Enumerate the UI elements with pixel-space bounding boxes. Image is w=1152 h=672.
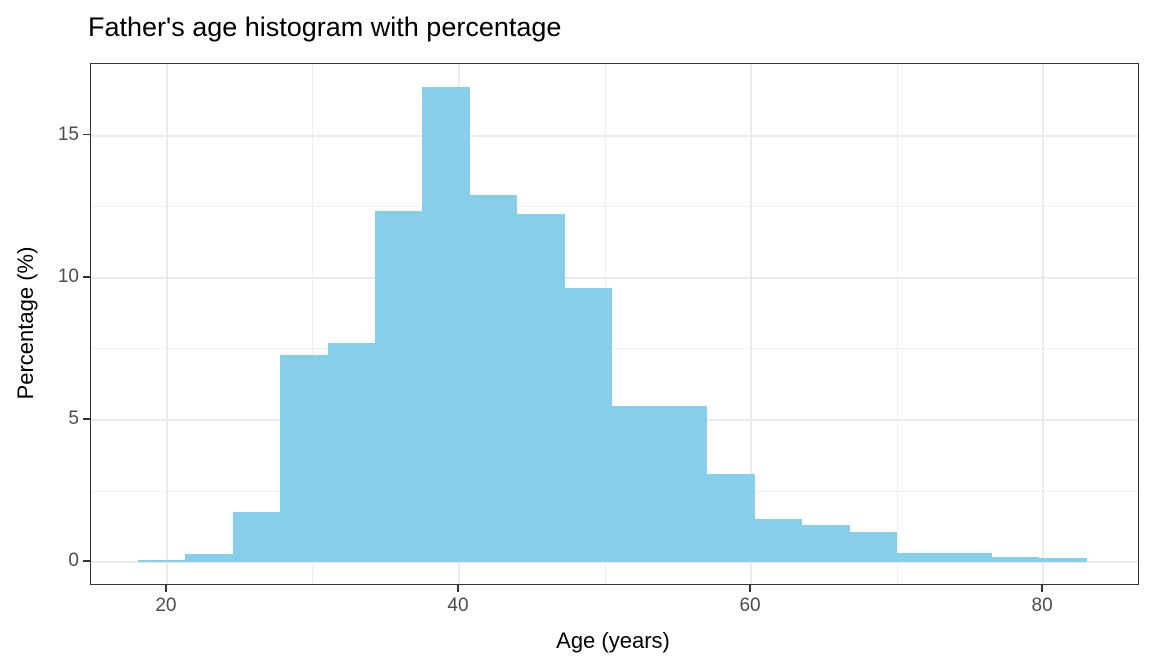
x-major-gridline <box>165 64 168 584</box>
histogram-bar <box>564 287 613 563</box>
histogram-bar <box>1039 557 1087 563</box>
x-minor-gridline <box>896 64 898 584</box>
histogram-bar <box>185 554 233 563</box>
histogram-bar <box>327 343 375 563</box>
chart-title: Father's age histogram with percentage <box>88 12 562 42</box>
histogram-bar <box>469 195 518 563</box>
histogram-bar <box>707 473 755 563</box>
histogram-bar <box>802 525 850 563</box>
y-major-gridline <box>91 276 1138 279</box>
y-minor-gridline <box>91 348 1138 350</box>
y-tick-mark <box>83 275 90 278</box>
histogram-bar <box>849 532 898 563</box>
y-tick-label: 5 <box>68 407 79 429</box>
histogram-bar <box>137 560 186 563</box>
y-tick-mark <box>83 560 90 562</box>
plot-panel <box>90 63 1139 585</box>
y-tick-label: 10 <box>57 265 79 287</box>
x-major-gridline <box>1042 64 1045 584</box>
y-major-gridline <box>91 134 1138 137</box>
x-tick-mark <box>165 584 167 592</box>
histogram-bar <box>375 210 423 563</box>
histogram-bar <box>659 405 708 563</box>
x-tick-label: 20 <box>155 595 177 616</box>
histogram-bar <box>754 519 803 563</box>
x-tick-label: 80 <box>1031 595 1053 616</box>
histogram-bar <box>280 354 328 563</box>
histogram-bar <box>517 213 565 563</box>
x-tick-mark <box>749 584 751 592</box>
x-tick-label: 60 <box>739 595 761 616</box>
x-major-gridline <box>750 64 753 584</box>
histogram-bar <box>612 405 660 563</box>
y-tick-label: 15 <box>57 123 79 145</box>
y-axis-title: Percentage (%) <box>13 246 38 400</box>
histogram-bar <box>897 552 945 563</box>
histogram-bar <box>944 552 992 563</box>
x-tick-mark <box>457 584 459 592</box>
x-tick-mark <box>1041 584 1043 592</box>
histogram-bar <box>991 556 1040 563</box>
x-tick-label: 40 <box>447 595 469 616</box>
histogram-bar <box>422 87 470 563</box>
y-tick-mark <box>83 418 90 420</box>
y-tick-mark <box>83 133 90 136</box>
histogram-bar <box>232 512 281 563</box>
x-minor-gridline <box>312 64 314 584</box>
x-axis-title: Age (years) <box>556 628 670 653</box>
y-minor-gridline <box>91 206 1138 208</box>
y-tick-label: 0 <box>68 550 79 572</box>
y-major-gridline <box>91 561 1138 564</box>
